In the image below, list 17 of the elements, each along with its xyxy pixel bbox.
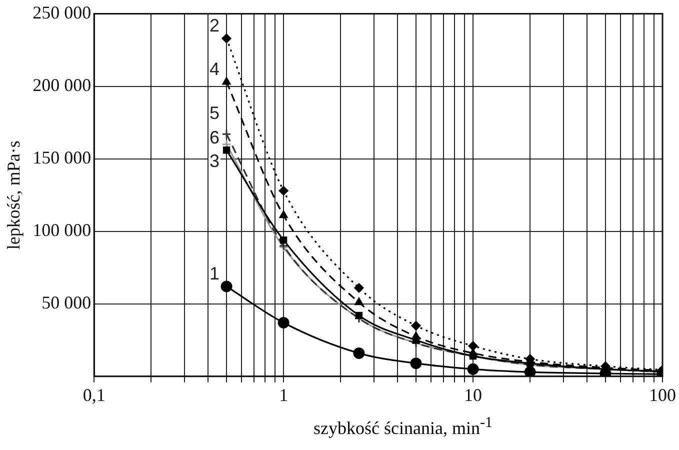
y-tick-label: 200 000 [32,75,92,96]
y-tick-label: 50 000 [42,292,92,313]
series-label: 4 [210,58,220,79]
y-tick-label: 100 000 [32,220,92,240]
series-label: 6 [210,127,220,148]
x-tick-label: 100 [649,384,676,405]
x-tick-label: 1 [279,384,288,405]
series-label: 2 [210,15,220,36]
series-label: 1 [210,263,220,284]
x-tick-label: 0,1 [82,384,106,405]
y-axis-title: lepkość, mPa·s [4,140,24,250]
y-tick-label: 250 000 [32,2,92,23]
x-tick-label: 10 [464,384,482,405]
series-label: 5 [210,103,220,124]
y-tick-label: 150 000 [32,148,92,168]
x-axis-title: szybkość ścinania, min$^{-1}$ [312,415,494,439]
series-label: 3 [210,151,220,172]
